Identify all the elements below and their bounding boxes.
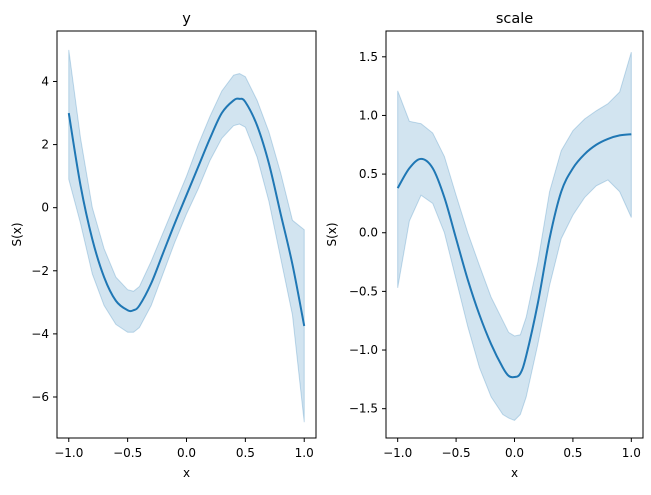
x-axis-label: x [183,466,190,480]
y-tick-label: −1.5 [349,402,378,416]
x-tick-label: 0.0 [505,446,524,460]
y-tick-label: 1.5 [359,50,378,64]
confidence-band [397,51,632,421]
y-tick-label: 1.0 [359,108,378,122]
y-tick-label: −1.0 [349,343,378,357]
x-tick-label: −1.0 [383,446,412,460]
y-tick-label: 0.0 [359,226,378,240]
y-tick-label: 2 [41,138,49,152]
y-tick-label: −6 [31,390,49,404]
x-tick-label: 0.5 [236,446,255,460]
x-tick-label: 0.0 [177,446,196,460]
panel-y: −1.0 −0.5 0.0 0.5 1.0 −6 −4 −2 0 2 4 y x S(x) [10,11,317,480]
y-tick-label: −2 [31,264,49,278]
y-tick-label: −4 [31,327,49,341]
series-line [67,97,306,327]
chart-title: y [182,11,191,27]
y-tick-label: 0.5 [359,167,378,181]
x-tick-label: −0.5 [113,446,142,460]
panel-scale: −1.0 −0.5 0.0 0.5 1.0 −1.5 −1.0 −0.5 0.0 0.5 1.0 1.… [325,11,644,480]
y-tick-label: 4 [41,74,49,88]
x-axis-label: x [511,466,518,480]
y-tick-label: −0.5 [349,284,378,298]
x-tick-label: 1.0 [622,446,641,460]
x-tick-label: 1.0 [295,446,314,460]
y-axis-label: S(x) [325,222,339,246]
confidence-band [68,49,305,423]
x-tick-label: 0.5 [563,446,582,460]
y-tick-label: 0 [41,201,49,215]
series-line [396,133,632,379]
x-tick-label: −1.0 [54,446,83,460]
x-tick-label: −0.5 [442,446,471,460]
y-axis-label: S(x) [10,222,24,246]
chart-title: scale [496,11,533,27]
